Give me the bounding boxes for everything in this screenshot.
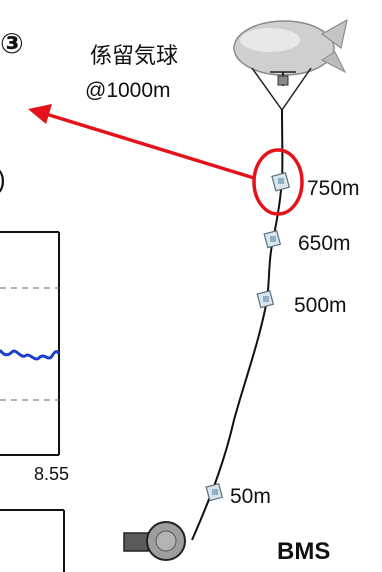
balloon-altitude: @1000m <box>85 79 171 102</box>
altitude-label-50m: 50m <box>230 485 271 508</box>
plot-series-line <box>0 349 61 361</box>
plot-edge-char: ) <box>0 166 6 192</box>
ground-station-label: BMS <box>277 538 331 565</box>
ground-station-winch <box>123 521 186 561</box>
panel-marker: ③ <box>0 27 24 60</box>
inset-plot <box>0 231 65 572</box>
altitude-label-750m: 750m <box>307 177 360 200</box>
highlight-circle <box>252 148 304 216</box>
sensor-50m <box>205 482 224 502</box>
tethered-balloon <box>233 18 348 111</box>
sensor-500m <box>256 289 275 309</box>
altitude-label-500m: 500m <box>294 294 347 317</box>
highlight-arrow <box>45 112 255 180</box>
plot-tick-label: 8.55 <box>34 464 70 484</box>
altitude-label-650m: 650m <box>298 232 351 255</box>
sensor-650m <box>263 229 282 249</box>
arrow-head <box>28 104 52 124</box>
sensor-750m <box>271 172 291 192</box>
balloon-name: 係留気球 <box>90 44 179 69</box>
